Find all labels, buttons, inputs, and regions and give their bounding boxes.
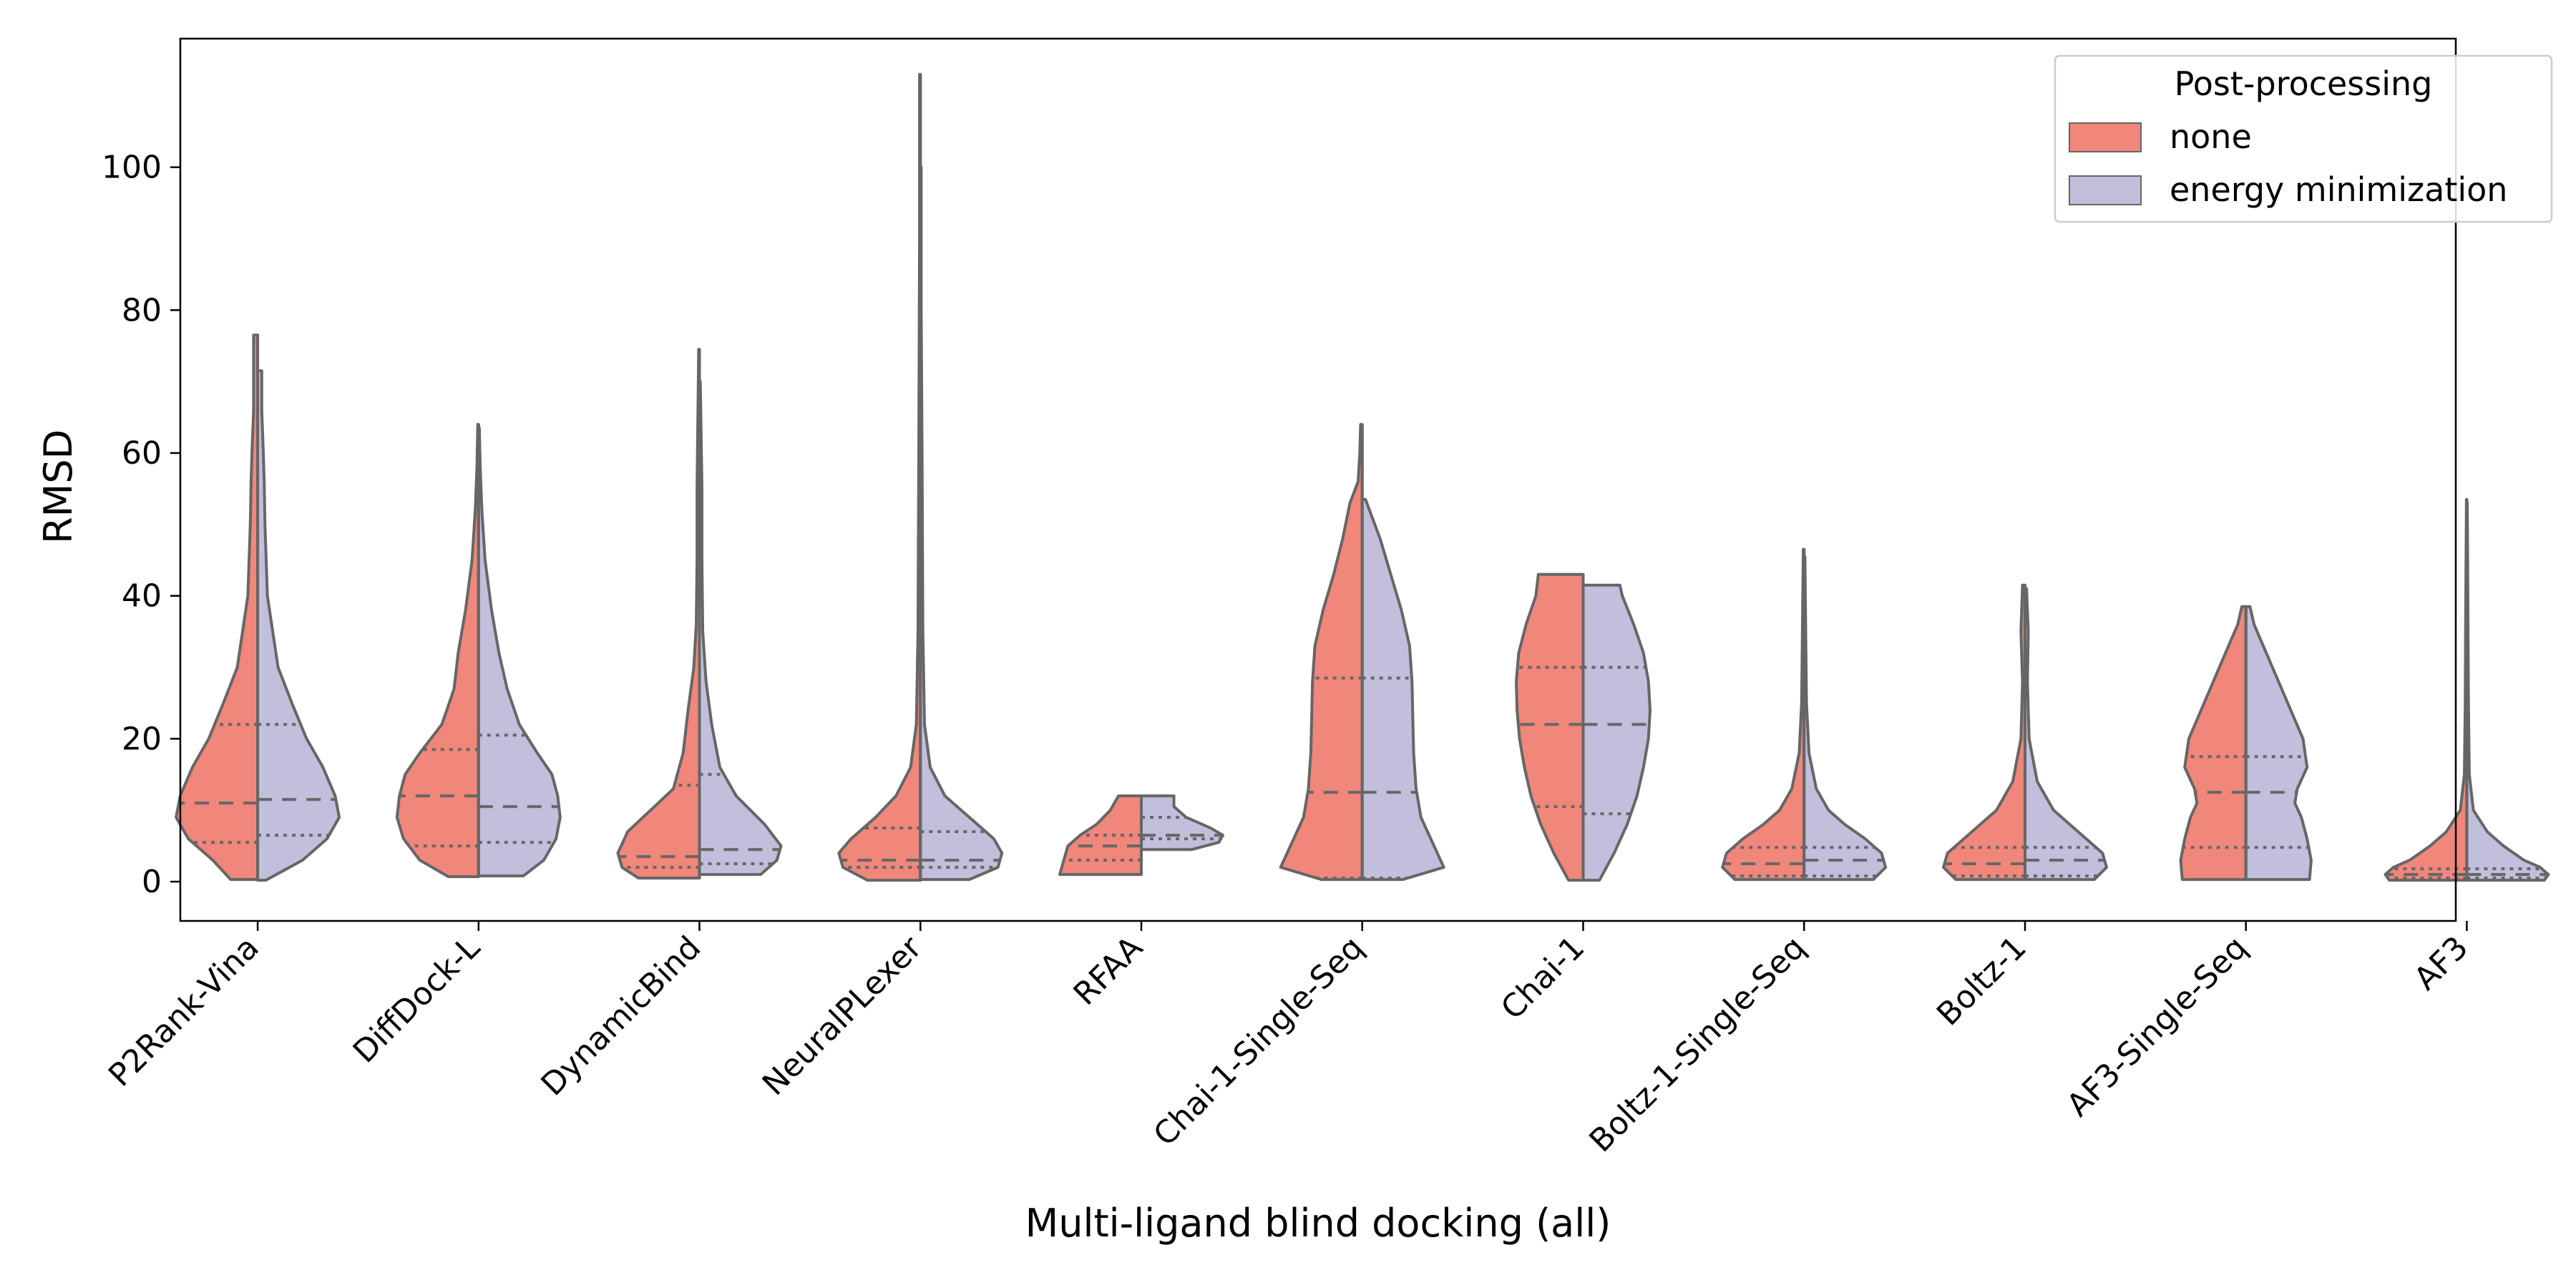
y-tick-label-60: 60 [122,435,162,472]
y-tick-label-40: 40 [122,578,162,615]
violin-chai-1-single-seq-energy-minimization [1360,498,1445,882]
violin-chai-1-none [1515,572,1585,882]
y-axis-label: RMSD [36,429,81,544]
y-axis: 0 20 40 60 80 100 [102,150,180,900]
y-tick-label-0: 0 [142,864,162,900]
legend: Post-processing none energy minimization [2054,54,2553,223]
legend-label-energy-minimization: energy minimization [2170,170,2507,209]
legend-frame [2054,54,2553,223]
y-tick-label-100: 100 [102,150,162,186]
violin-boltz-1-energy-minimization [2024,587,2108,882]
violin-boltz-1-none [1942,583,2026,882]
violin-p2rank-vina-energy-minimization [256,369,341,882]
violin-rfaa-none [1058,794,1143,877]
legend-label-none: none [2170,117,2252,156]
legend-title: Post-processing [2175,64,2433,103]
violins-layer [175,72,2550,882]
violin-diffdock-l-none [395,423,480,879]
y-tick-label-20: 20 [122,721,162,757]
violin-p2rank-vina-none [175,333,260,882]
violin-chai-1-energy-minimization [1581,583,1652,882]
violin-af3-single-seq-none [2179,605,2248,882]
violin-diffdock-l-energy-minimization [477,426,562,878]
y-tick-label-80: 80 [122,292,162,328]
legend-swatch-energy-minimization [2069,175,2142,205]
plot-frame [179,37,2457,922]
x-axis-label: Multi-ligand blind docking (all) [1025,1201,1611,1246]
violin-af3-single-seq-energy-minimization [2244,605,2313,882]
legend-swatch-none [2069,122,2142,152]
violin-chai-1-single-seq-none [1279,423,1364,882]
